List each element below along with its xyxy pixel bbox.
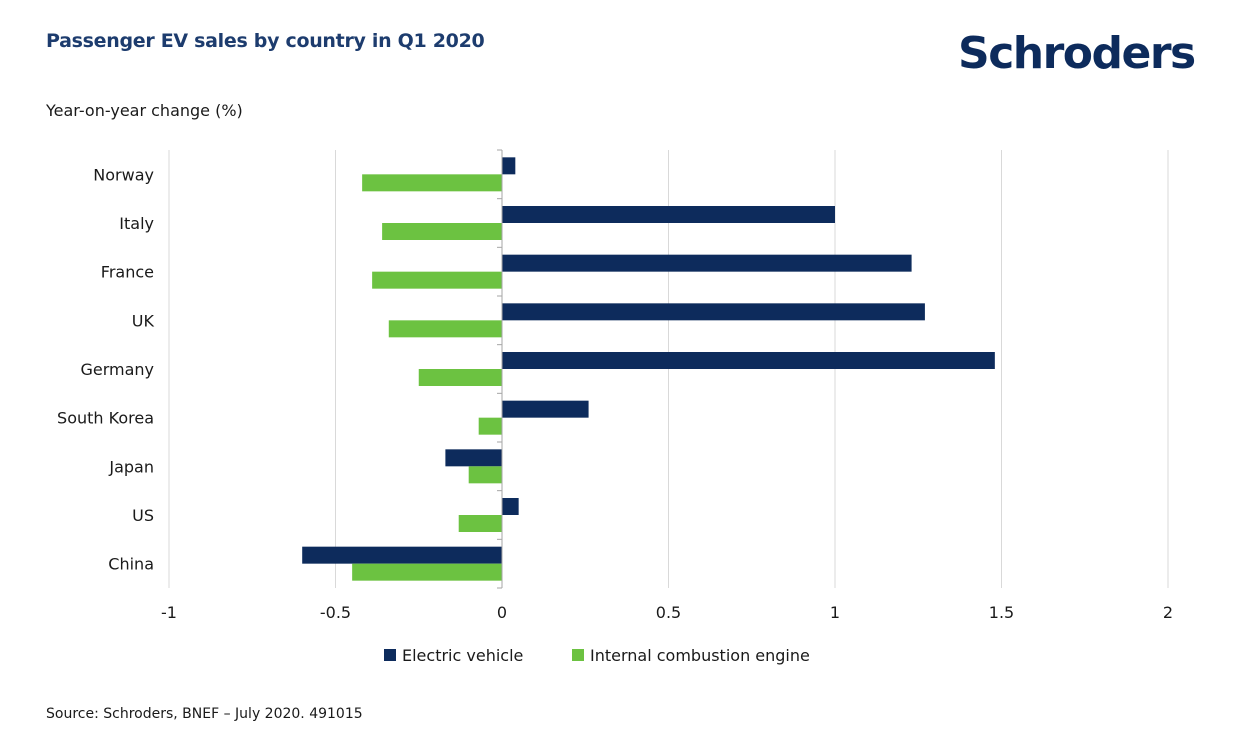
- x-tick-labels: -1 -0.5 0 0.5 1 1.5 2: [161, 603, 1173, 622]
- category-label: Norway: [93, 165, 154, 184]
- ev-bar-uk: [502, 303, 925, 321]
- x-tick-label: -0.5: [320, 603, 351, 622]
- bars: [302, 157, 995, 581]
- category-label: US: [132, 506, 154, 525]
- ice-bar-germany: [418, 369, 502, 386]
- category-label: China: [108, 555, 154, 574]
- category-label: South Korea: [57, 409, 154, 428]
- ev-bar-italy: [502, 206, 835, 223]
- ice-legend-swatch: [572, 649, 584, 661]
- x-tick-label: 1.5: [989, 603, 1014, 622]
- x-tick-label: 2: [1163, 603, 1173, 622]
- category-label: Japan: [108, 457, 154, 476]
- x-tick-label: -1: [161, 603, 177, 622]
- ice-bar-us: [458, 515, 502, 532]
- ev-bar-china: [302, 546, 502, 564]
- ev-bar-japan: [445, 449, 502, 467]
- ice-bar-china: [352, 563, 502, 581]
- chart-title: Passenger EV sales by country in Q1 2020: [46, 30, 485, 52]
- ice-bar-japan: [468, 466, 502, 484]
- schroders-logo: Schroders: [958, 28, 1196, 79]
- ice-legend-label: Internal combustion engine: [590, 646, 810, 665]
- ev-bar-us: [502, 498, 519, 515]
- zero-axis: [497, 149, 503, 589]
- ice-bar-uk: [388, 320, 502, 338]
- ice-bar-south-korea: [478, 417, 502, 435]
- category-label: Italy: [119, 214, 154, 233]
- x-tick-label: 0: [497, 603, 507, 622]
- ev-bar-france: [502, 254, 912, 272]
- x-tick-label: 0.5: [656, 603, 681, 622]
- ev-bar-norway: [502, 157, 516, 175]
- category-labels: Norway Italy France UK Germany South Korea Jap…: [57, 165, 154, 573]
- legend: Electric vehicle Internal combustion engi…: [384, 646, 810, 665]
- category-label: France: [101, 263, 154, 282]
- ev-legend-label: Electric vehicle: [402, 646, 523, 665]
- ice-bar-italy: [382, 223, 502, 240]
- category-label: UK: [132, 311, 155, 330]
- category-label: Germany: [80, 360, 154, 379]
- ev-legend-swatch: [384, 649, 396, 661]
- source-note: Source: Schroders, BNEF – July 2020. 491…: [46, 706, 363, 722]
- ev-bar-germany: [502, 352, 995, 369]
- ice-bar-norway: [362, 174, 502, 192]
- ice-bar-france: [372, 271, 502, 289]
- y-axis-label: Year-on-year change (%): [46, 101, 243, 120]
- ev-bar-south-korea: [502, 400, 589, 418]
- x-tick-label: 1: [830, 603, 840, 622]
